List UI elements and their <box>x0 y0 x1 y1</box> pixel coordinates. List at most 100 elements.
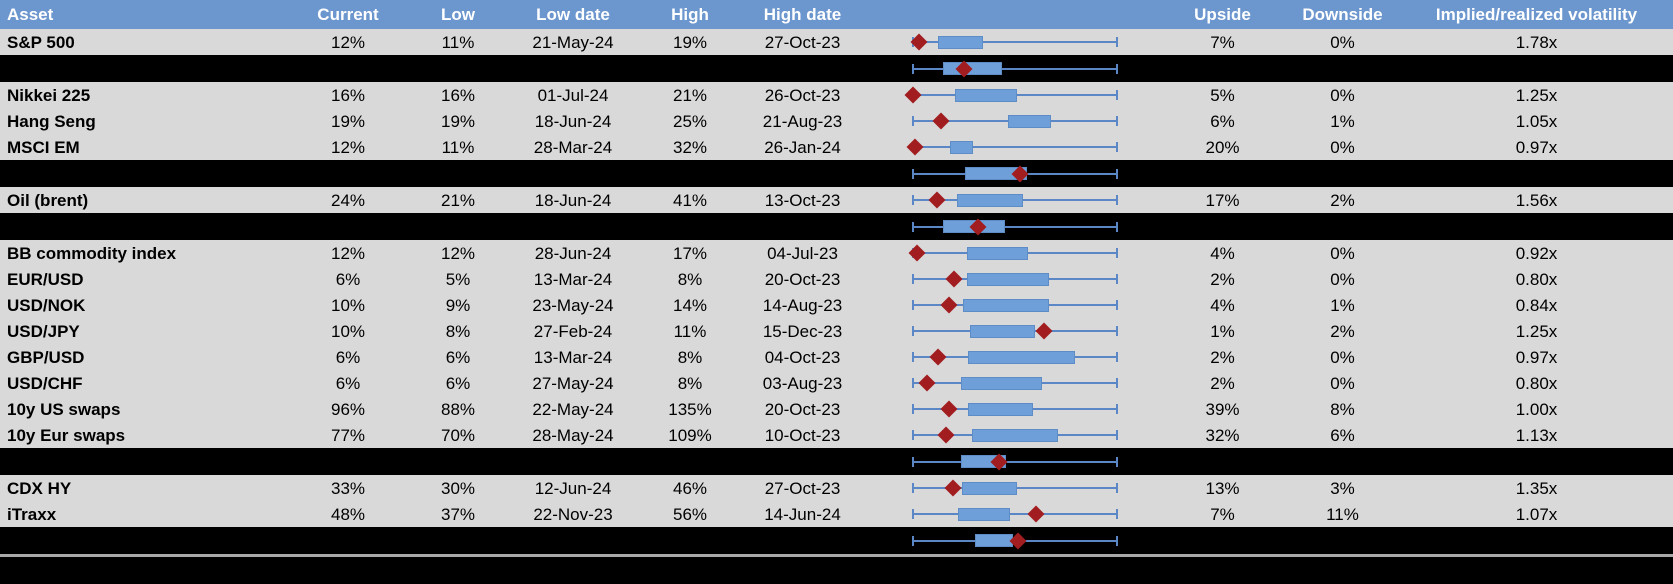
whisker-cap-right <box>1116 274 1118 284</box>
current-value: 10% <box>330 321 366 341</box>
volatility-range-boxplot <box>855 213 1160 240</box>
low-value: 6% <box>445 373 471 393</box>
range-box <box>962 298 1050 312</box>
current-marker-diamond <box>904 86 922 104</box>
current-value: 6% <box>335 269 361 289</box>
column-header-upside: Upside <box>1194 5 1251 24</box>
whisker-cap-left <box>912 300 914 310</box>
volatility-range-boxplot <box>855 318 1160 344</box>
whisker-cap-left <box>912 483 914 493</box>
low-date: 21-May-24 <box>532 32 614 52</box>
current-value: 12% <box>330 243 366 263</box>
upside-value: 1% <box>1210 321 1235 341</box>
downside-value: 3% <box>1330 478 1355 498</box>
whisker-line <box>913 225 1117 228</box>
range-box <box>960 376 1042 390</box>
low-date: 22-May-24 <box>532 399 614 419</box>
low-date: 18-Jun-24 <box>534 190 612 210</box>
low-date: 18-Jun-24 <box>534 111 612 131</box>
asset-name: Nikkei 225 <box>7 85 91 105</box>
downside-value: 0% <box>1330 32 1355 52</box>
current-marker-diamond <box>928 191 946 209</box>
whisker-cap-left <box>912 168 914 179</box>
volatility-range-boxplot <box>855 527 1160 554</box>
low-date: 28-Mar-24 <box>533 137 613 157</box>
high-value: 41% <box>672 190 708 210</box>
current-value: 96% <box>330 399 366 419</box>
whisker-cap-right <box>1116 509 1118 519</box>
high-date: 10-Oct-23 <box>764 425 841 445</box>
current-value: 16% <box>330 85 366 105</box>
low-date: 13-Mar-24 <box>533 269 613 289</box>
volatility-range-boxplot <box>855 55 1160 82</box>
whisker-cap-right <box>1116 300 1118 310</box>
high-date: 26-Jan-24 <box>764 137 841 157</box>
range-box <box>961 481 1018 495</box>
high-value: 109% <box>668 425 712 445</box>
table-row-msci-em: MSCI EM 12% 11% 28-Mar-24 32% 26-Jan-24 20% 0% 0… <box>0 134 1673 160</box>
low-value: 8% <box>445 321 471 341</box>
low-value: 37% <box>440 504 476 524</box>
separator-row <box>0 160 1673 187</box>
whisker-cap-left <box>912 274 914 284</box>
high-date: 04-Oct-23 <box>764 347 841 367</box>
column-header-downside: Downside <box>1302 5 1383 24</box>
current-value: 6% <box>335 373 361 393</box>
upside-value: 4% <box>1210 295 1235 315</box>
column-header-low-date: Low date <box>536 5 610 24</box>
high-date: 27-Oct-23 <box>764 478 841 498</box>
implied-realized-value: 1.00x <box>1515 399 1558 419</box>
whisker-line <box>913 460 1117 463</box>
current-value: 12% <box>330 32 366 52</box>
upside-value: 32% <box>1205 425 1240 445</box>
implied-realized-value: 1.05x <box>1515 111 1558 131</box>
volatility-range-boxplot <box>855 292 1160 318</box>
implied-realized-value: 1.07x <box>1515 504 1558 524</box>
asset-name: Oil (brent) <box>7 190 89 210</box>
whisker-cap-left <box>912 221 914 232</box>
upside-value: 6% <box>1210 111 1235 131</box>
whisker-cap-left <box>912 116 914 126</box>
asset-name: 10y US swaps <box>7 399 121 419</box>
high-date: 27-Oct-23 <box>764 32 841 52</box>
low-value: 11% <box>441 32 475 52</box>
current-marker-diamond <box>1035 322 1053 340</box>
upside-value: 2% <box>1210 347 1235 367</box>
whisker-cap-right <box>1116 326 1118 336</box>
volatility-range-boxplot <box>855 266 1160 292</box>
implied-realized-value: 1.56x <box>1515 190 1558 210</box>
current-marker-diamond <box>940 400 958 418</box>
column-header-high: High <box>671 5 709 24</box>
column-header-implied-realized: Implied/realized volatility <box>1435 5 1638 24</box>
column-header-high-date: High date <box>763 5 842 24</box>
high-value: 32% <box>672 137 708 157</box>
volatility-range-boxplot <box>855 187 1160 213</box>
high-value: 25% <box>672 111 708 131</box>
implied-realized-value: 0.97x <box>1515 347 1558 367</box>
table-row-s-p-500: S&P 500 12% 11% 21-May-24 19% 27-Oct-23 7% 0% 1.… <box>0 29 1673 55</box>
whisker-cap-right <box>1116 168 1118 179</box>
volatility-range-boxplot <box>855 475 1160 501</box>
low-value: 12% <box>440 243 476 263</box>
downside-value: 2% <box>1330 190 1355 210</box>
low-value: 30% <box>440 478 476 498</box>
volatility-range-boxplot <box>855 448 1160 475</box>
low-date: 12-Jun-24 <box>534 478 612 498</box>
whisker-line <box>913 67 1117 70</box>
whisker-cap-left <box>912 378 914 388</box>
implied-realized-value: 0.97x <box>1515 137 1558 157</box>
current-marker-diamond <box>944 479 962 497</box>
volatility-range-boxplot <box>855 370 1160 396</box>
upside-value: 17% <box>1205 190 1240 210</box>
low-value: 6% <box>445 347 471 367</box>
asset-name: Hang Seng <box>7 111 96 131</box>
upside-value: 5% <box>1210 85 1235 105</box>
high-date: 04-Jul-23 <box>767 243 838 263</box>
whisker-cap-right <box>1116 116 1118 126</box>
downside-value: 0% <box>1330 137 1355 157</box>
implied-realized-value: 0.92x <box>1515 243 1558 263</box>
downside-value: 0% <box>1330 373 1355 393</box>
upside-value: 2% <box>1210 269 1235 289</box>
asset-name: EUR/USD <box>7 269 84 289</box>
whisker-cap-right <box>1116 456 1118 467</box>
